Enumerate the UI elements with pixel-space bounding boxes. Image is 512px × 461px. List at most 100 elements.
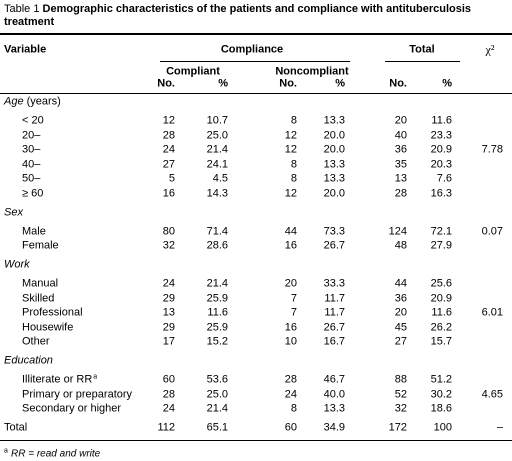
- cell: 34.9: [323, 421, 345, 434]
- chi2-cell: –: [496, 421, 503, 434]
- cell: 60: [284, 421, 297, 434]
- cell: 28: [162, 388, 175, 400]
- cell: 27: [162, 158, 175, 170]
- cell: 28.6: [206, 239, 228, 252]
- cell: 11.7: [324, 306, 345, 319]
- cell: 44: [394, 277, 407, 290]
- row-label: Skilled: [22, 292, 55, 304]
- cell: 60: [162, 373, 175, 386]
- cell: 25.9: [206, 321, 228, 333]
- cell: 13.3: [323, 402, 345, 415]
- cell: 13: [162, 306, 175, 319]
- cell: 11.6: [431, 306, 452, 319]
- cell: 27: [394, 335, 407, 348]
- cell: 13.3: [323, 114, 345, 127]
- cell: 72.1: [430, 225, 452, 237]
- column-header: Compliance: [220, 43, 284, 56]
- row-label: Total: [4, 421, 28, 434]
- cell: 24: [284, 388, 297, 400]
- table-title: Table 1 Demographic characteristics of t…: [4, 3, 504, 29]
- column-header: Compliant: [166, 65, 220, 78]
- cell: 112: [157, 421, 175, 434]
- column-header: %: [218, 77, 228, 90]
- cell: 48: [394, 239, 407, 252]
- cell: 11.7: [324, 292, 345, 304]
- row-label: Housewife: [22, 321, 74, 333]
- cell: 124: [388, 225, 407, 237]
- cell: 172: [388, 421, 407, 434]
- cell: 71.4: [206, 225, 228, 237]
- cell: 25.0: [206, 388, 228, 400]
- cell: 7: [290, 306, 297, 319]
- cell: 7: [290, 292, 297, 304]
- section-label: Sex: [4, 206, 23, 218]
- row-label: < 20: [22, 114, 44, 127]
- cell: 24.1: [206, 158, 228, 170]
- title-text: Demographic characteristics of the patie…: [4, 3, 472, 28]
- footnote-mark: a: [4, 447, 8, 455]
- cell: 51.2: [430, 373, 452, 386]
- cell: 25.9: [206, 292, 228, 304]
- row-label: Female: [22, 239, 59, 252]
- column-header: %: [442, 77, 452, 90]
- cell: 24: [162, 402, 175, 415]
- row-label: 20–: [22, 129, 41, 141]
- cell: 12: [162, 114, 175, 127]
- cell: 80: [162, 225, 175, 237]
- row-label: Secondary or higher: [22, 402, 122, 415]
- cell: 24: [162, 143, 175, 156]
- cell: 40: [394, 129, 407, 141]
- cell: 13.3: [323, 172, 345, 185]
- cell: 20.9: [430, 143, 452, 156]
- cell: 100: [433, 421, 452, 434]
- chi2-cell: 7.78: [481, 143, 503, 156]
- cell: 21.4: [206, 402, 228, 415]
- cell: 30.2: [430, 388, 452, 400]
- cell: 24: [162, 277, 175, 290]
- rule: [385, 61, 460, 62]
- cell: 25.0: [206, 129, 228, 141]
- column-header: %: [335, 77, 345, 90]
- rule: [0, 440, 512, 441]
- row-label: Manual: [22, 277, 59, 290]
- column-header: No.: [157, 77, 175, 90]
- cell: 73.3: [323, 225, 345, 237]
- cell: 26.7: [323, 239, 345, 252]
- row-label: Illiterate or RR: [22, 373, 93, 386]
- row-label: Primary or preparatory: [22, 388, 133, 400]
- column-header: No.: [389, 77, 407, 90]
- cell: 8: [290, 172, 297, 185]
- cell: 21.4: [206, 143, 228, 156]
- row-label: Male: [22, 225, 46, 237]
- cell: 32: [394, 402, 407, 415]
- cell: 21.4: [206, 277, 228, 290]
- cell: 11.6: [207, 306, 228, 319]
- cell: 8: [290, 158, 297, 170]
- cell: 20.0: [323, 187, 345, 199]
- cell: 8: [290, 114, 297, 127]
- rule: [0, 93, 512, 94]
- cell: 27.9: [430, 239, 452, 252]
- cell: 12: [284, 187, 297, 199]
- cell: 16: [284, 239, 297, 252]
- cell: 12: [284, 143, 297, 156]
- cell: 10: [284, 335, 297, 348]
- section-label: Work: [4, 258, 30, 271]
- rule: [0, 33, 512, 35]
- cell: 35: [394, 158, 407, 170]
- section-unit: (years): [26, 95, 61, 108]
- cell: 20.0: [323, 143, 345, 156]
- column-header: Variable: [4, 43, 47, 56]
- cell: 14.3: [206, 187, 228, 199]
- cell: 46.7: [323, 373, 345, 386]
- cell: 40.0: [323, 388, 345, 400]
- cell: 25.6: [430, 277, 452, 290]
- cell: 16: [284, 321, 297, 333]
- cell: 45: [394, 321, 407, 333]
- cell: 36: [394, 292, 407, 304]
- column-header: Noncompliant: [275, 65, 349, 78]
- section-label: Age: [4, 95, 24, 108]
- cell: 53.6: [206, 373, 228, 386]
- cell: 44: [284, 225, 297, 237]
